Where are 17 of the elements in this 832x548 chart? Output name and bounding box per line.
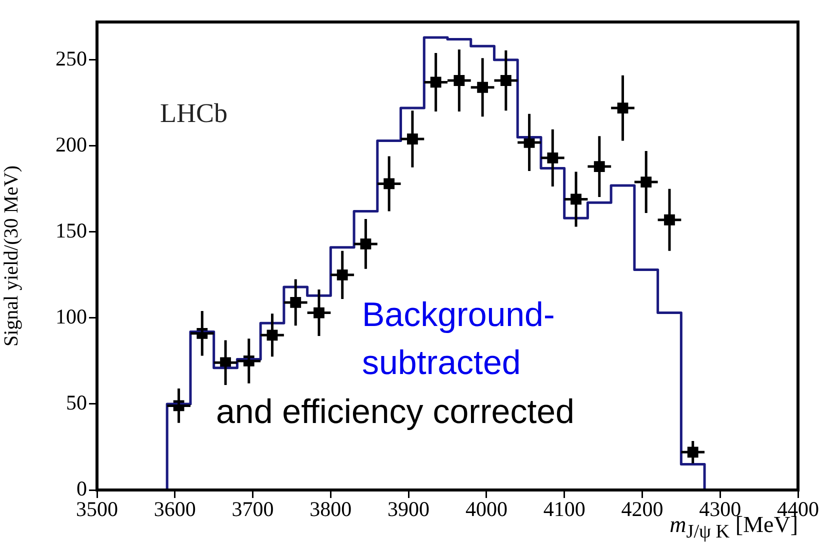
x-tick-label: 3900 [388, 497, 430, 522]
y-tick-label: 200 [56, 132, 87, 156]
annotation: Background- [362, 296, 555, 335]
annotation: subtracted [362, 344, 521, 383]
annotation: and efficiency corrected [216, 393, 574, 432]
x-tick-label: 3700 [232, 497, 274, 522]
x-tick-label: 4000 [465, 497, 508, 522]
y-tick-label: 100 [56, 304, 87, 328]
x-tick-label: 3600 [154, 497, 196, 522]
y-tick-label: 50 [66, 390, 87, 414]
y-axis-title: Signal yield/(30 MeV) [0, 165, 22, 347]
annotation: LHCb [160, 98, 228, 129]
x-tick-label: 3800 [310, 497, 352, 522]
y-tick-label: 150 [56, 218, 87, 242]
x-tick-label: 4200 [621, 497, 664, 522]
x-tick-label: 4100 [543, 497, 586, 522]
y-tick-label: 250 [56, 46, 87, 70]
